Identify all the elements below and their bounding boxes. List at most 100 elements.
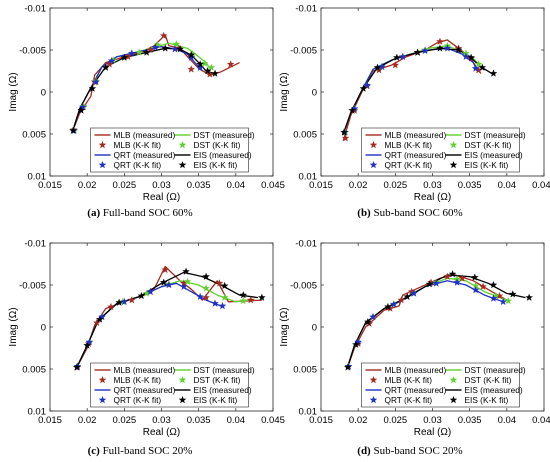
legend: MLB (measured) DST (measured) MLB (K-K fit… — [361, 362, 526, 408]
x-tick-label: 0.045 — [532, 415, 550, 426]
data-layer — [72, 265, 266, 371]
panel-caption-b: (b) Sub-band SOC 60% — [357, 207, 462, 219]
legend-label: QRT (K-K fit) — [114, 160, 162, 170]
data-point-qrt-k-k-fit — [92, 77, 100, 86]
legend-label: MLB (measured) — [385, 130, 447, 140]
legend-label: EIS (measured) — [465, 150, 523, 160]
legend-label: MLB (measured) — [114, 365, 176, 375]
data-point-qrt-k-k-fit — [211, 299, 219, 307]
legend-marker-mlb-k-k-fit — [369, 376, 378, 384]
data-point-qrt-k-k-fit — [363, 81, 371, 89]
data-point-mlb-k-k-fit — [107, 302, 115, 311]
data-point-eis-k-k-fit — [384, 302, 392, 311]
x-tick-label: 0.02 — [78, 415, 97, 426]
data-point-qrt-k-k-fit — [489, 294, 498, 302]
data-point-eis-k-k-fit — [359, 84, 368, 92]
data-point-qrt-k-k-fit — [120, 297, 129, 306]
data-point-mlb-k-k-fit — [397, 296, 406, 304]
data-point-eis-k-k-fit — [508, 290, 517, 298]
legend-label: DST (measured) — [194, 365, 255, 375]
x-tick-label: 0.04 — [227, 415, 246, 426]
x-tick-label: 0.035 — [458, 415, 482, 426]
data-point-eis-k-k-fit — [182, 267, 190, 275]
y-tick-label: -0.01 — [24, 239, 46, 250]
data-point-eis-k-k-fit — [340, 128, 348, 136]
legend-label: QRT (measured) — [385, 150, 447, 160]
data-point-eis-k-k-fit — [478, 63, 487, 71]
x-axis-label: Real (Ω) — [414, 427, 451, 438]
legend-label: DST (measured) — [465, 365, 526, 375]
legend-marker-qrt-k-k-fit — [369, 161, 378, 169]
legend-label: DST (measured) — [194, 130, 255, 140]
legend-marker-eis-k-k-fit — [178, 161, 187, 169]
data-point-eis-k-k-fit — [425, 280, 434, 288]
data-point-qrt-k-k-fit — [151, 43, 160, 51]
data-point-eis-k-k-fit — [101, 63, 110, 71]
panel-caption-a: (a) Full-band SOC 60% — [87, 207, 192, 219]
legend-marker-qrt-k-k-fit — [369, 396, 378, 404]
data-point-eis-k-k-fit — [403, 292, 412, 301]
data-point-eis-k-k-fit — [348, 106, 357, 114]
x-tick-label: 0.025 — [112, 180, 136, 191]
data-point-eis-k-k-fit — [83, 341, 91, 349]
legend-marker-mlb-k-k-fit — [98, 141, 107, 149]
data-point-eis-k-k-fit — [203, 66, 212, 75]
chart-panel-d: 0.015 0.02 0.025 0.03 0.035 0.04 0.045 -0.01 -0.… — [279, 239, 550, 439]
x-tick-label: 0.025 — [112, 415, 136, 426]
legend-marker-mlb-k-k-fit — [369, 141, 378, 149]
data-point-qrt-k-k-fit — [471, 286, 480, 294]
y-tick-label: 0.01 — [299, 407, 318, 418]
data-point-qrt-k-k-fit — [443, 44, 452, 52]
data-point-eis-k-k-fit — [489, 69, 498, 77]
legend-label: EIS (K-K fit) — [465, 160, 509, 170]
legend: MLB (measured) DST (measured) MLB (K-K fit… — [361, 127, 526, 173]
data-point-eis-k-k-fit — [454, 45, 463, 54]
legend: MLB (measured) DST (measured) MLB (K-K fit… — [90, 362, 255, 408]
legend-label: EIS (measured) — [465, 385, 523, 395]
data-point-eis-k-k-fit — [373, 63, 382, 71]
legend-box — [90, 127, 249, 173]
data-point-mlb-k-k-fit — [246, 296, 255, 304]
legend-label: DST (K-K fit) — [194, 375, 241, 385]
data-point-dst-k-k-fit — [172, 40, 181, 48]
legend-marker-dst-k-k-fit — [178, 141, 187, 149]
legend-marker-dst-k-k-fit — [178, 376, 187, 384]
data-point-eis-k-k-fit — [120, 53, 129, 61]
y-tick-label: 0 — [41, 323, 46, 334]
y-tick-label: -0.01 — [295, 4, 317, 15]
data-point-eis-k-k-fit — [448, 270, 457, 278]
data-point-eis-k-k-fit — [239, 291, 248, 299]
chart-panel-b: 0.015 0.02 0.025 0.03 0.035 0.04 0.045 -0.01 -0.… — [279, 4, 550, 204]
legend-label: DST (measured) — [465, 130, 526, 140]
panel-caption-c: (c) Full-band SOC 20% — [88, 445, 193, 457]
x-tick-label: 0.04 — [227, 180, 246, 191]
x-tick-label: 0.02 — [78, 180, 97, 191]
data-point-mlb-k-k-fit — [443, 272, 452, 280]
legend-marker-eis-k-k-fit — [449, 161, 458, 169]
legend-marker-mlb-k-k-fit — [98, 376, 107, 384]
data-point-mlb-k-k-fit — [146, 45, 155, 54]
data-point-eis-k-k-fit — [72, 363, 81, 371]
x-tick-label: 0.03 — [423, 415, 442, 426]
y-tick-label: -0.005 — [19, 281, 46, 292]
legend-box — [361, 362, 520, 408]
data-point-dst-k-k-fit — [504, 296, 513, 305]
data-point-dst-k-k-fit — [202, 284, 210, 292]
legend-marker-dst-k-k-fit — [449, 141, 458, 149]
data-point-eis-k-k-fit — [525, 293, 533, 301]
y-tick-label: -0.01 — [295, 239, 317, 250]
data-point-qrt-k-k-fit — [179, 282, 188, 290]
data-point-qrt-k-k-fit — [107, 56, 116, 65]
x-axis-label: Real (Ω) — [143, 192, 180, 203]
y-tick-label: -0.005 — [290, 281, 317, 292]
data-point-dst-k-k-fit — [135, 48, 144, 56]
data-point-eis-k-k-fit — [258, 293, 266, 301]
legend-label: MLB (K-K fit) — [114, 140, 162, 150]
legend-marker-qrt-k-k-fit — [98, 161, 107, 169]
data-point-qrt-k-k-fit — [378, 62, 386, 71]
legend-label: EIS (K-K fit) — [194, 395, 238, 405]
x-tick-label: 0.03 — [152, 415, 171, 426]
data-point-eis-k-k-fit — [352, 340, 360, 348]
x-tick-label: 0.015 — [309, 415, 333, 426]
legend-label: EIS (measured) — [194, 385, 252, 395]
